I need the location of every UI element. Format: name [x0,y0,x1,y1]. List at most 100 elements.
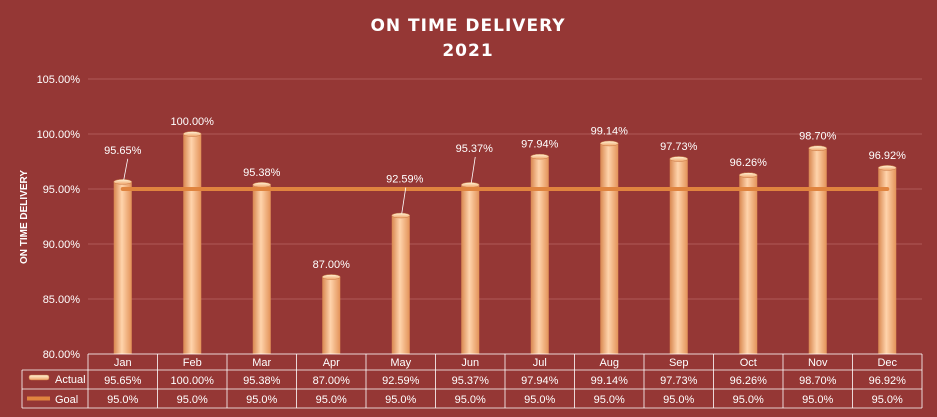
bar-cap [391,212,410,219]
y-tick-label: 95.00% [43,184,81,196]
x-tick-label: Nov [808,357,828,369]
x-tick-label: Feb [183,357,202,369]
x-tick-label: Jun [461,357,479,369]
table-cell-goal: 95.0% [177,394,208,406]
y-tick-label: 100.00% [37,129,81,141]
y-tick-label: 90.00% [43,239,81,251]
bar-actual [113,179,132,354]
table-cell-actual: 95.37% [452,375,490,387]
x-tick-label: Apr [323,357,340,369]
table-cell-actual: 99.14% [591,375,629,387]
table-cell-actual: 95.38% [243,375,281,387]
table-cell-goal: 95.0% [524,394,555,406]
table-cell-goal: 95.0% [802,394,833,406]
table-cell-goal: 95.0% [246,394,277,406]
leader-line [401,187,407,214]
bar-body [183,134,202,354]
bar-actual [808,145,827,354]
bar-cap [113,179,132,185]
x-tick-label: Jul [533,357,547,369]
x-tick-label: May [390,357,411,369]
x-tick-label: Dec [877,357,897,369]
leader-line [470,156,476,183]
data-label: 96.26% [730,157,768,169]
table-cell-goal: 95.0% [316,394,347,406]
data-label: 97.73% [660,141,698,153]
bar-cap [878,165,897,171]
bar-body [878,167,897,354]
table-cell-actual: 96.26% [730,375,768,387]
data-label: 87.00% [313,259,351,271]
bar-body [391,215,410,354]
bar-actual [739,172,758,354]
y-tick-label: 85.00% [43,294,81,306]
x-tick-label: Sep [669,357,689,369]
bar-cap [252,182,271,188]
bar-body [252,184,271,354]
bar-cap [808,145,827,152]
data-label: 100.00% [171,116,215,128]
bar-body [808,148,827,354]
table-cell-actual: 97.73% [660,375,698,387]
bar-cap [322,274,341,280]
table-cell-actual: 96.92% [869,375,907,387]
actual-bars [113,131,897,354]
table-cell-actual: 87.00% [313,375,351,387]
bar-actual [669,156,688,354]
leader-line [123,158,129,180]
bar-cap [669,156,688,162]
data-table: Jan Feb Mar Apr May Jun Jul Aug Sep Oct Nov Dec Actu… [21,353,923,409]
data-label: 98.70% [799,130,837,142]
bar-cap [530,153,549,160]
legend-label-actual: Actual [55,374,86,386]
table-cell-goal: 95.0% [455,394,486,406]
data-label: 99.14% [591,125,629,137]
bar-body [739,175,758,354]
x-tick-label: Oct [740,357,757,369]
table-cell-goal: 95.0% [872,394,903,406]
legend-swatch-actual [28,374,50,381]
y-tick-label: 80.00% [43,349,81,361]
bar-actual [530,153,549,354]
bar-actual [322,274,341,354]
bar-actual [183,131,202,354]
legend-label-goal: Goal [55,394,78,406]
x-tick-label: Aug [599,357,619,369]
y-tick-label: 105.00% [37,74,81,86]
data-label: 95.38% [243,167,281,179]
data-label: 95.65% [104,145,142,157]
chart-title: ON TIME DELIVERY [370,16,565,36]
table-cell-actual: 92.59% [382,375,420,387]
table-cell-goal: 95.0% [107,394,138,406]
bar-body [322,277,341,354]
x-tick-label: Mar [252,357,271,369]
table-cell-actual: 95.65% [104,375,142,387]
y-tick-labels: 80.00% 85.00% 90.00% 95.00% 100.00% 105.00% [37,74,81,361]
data-labels: 95.65% 100.00% 95.38% 87.00% 92.59% 95.37% 97.… [104,116,906,271]
bar-actual [461,182,480,354]
bar-actual [391,212,410,354]
bar-actual [252,182,271,354]
table-cell-goal: 95.0% [385,394,416,406]
table-cell-goal: 95.0% [733,394,764,406]
bar-body [113,181,132,354]
y-axis-label: ON TIME DELIVERY [19,170,30,264]
bar-body [461,184,480,354]
data-label: 96.92% [869,150,907,162]
table-cell-actual: 98.70% [799,375,837,387]
bar-actual [600,140,619,354]
x-tick-label: Jan [114,357,132,369]
table-cell-goal: 95.0% [663,394,694,406]
chart-subtitle: 2021 [442,41,493,61]
bar-body [530,156,549,354]
bar-cap [461,182,480,188]
bar-cap [183,131,202,137]
table-cell-actual: 100.00% [171,375,215,387]
bar-body [669,158,688,354]
table-cell-goal: 95.0% [594,394,625,406]
data-label: 95.37% [456,143,494,155]
bar-actual [878,165,897,354]
data-label: 97.94% [521,139,559,151]
legend-key-actual [28,374,50,381]
